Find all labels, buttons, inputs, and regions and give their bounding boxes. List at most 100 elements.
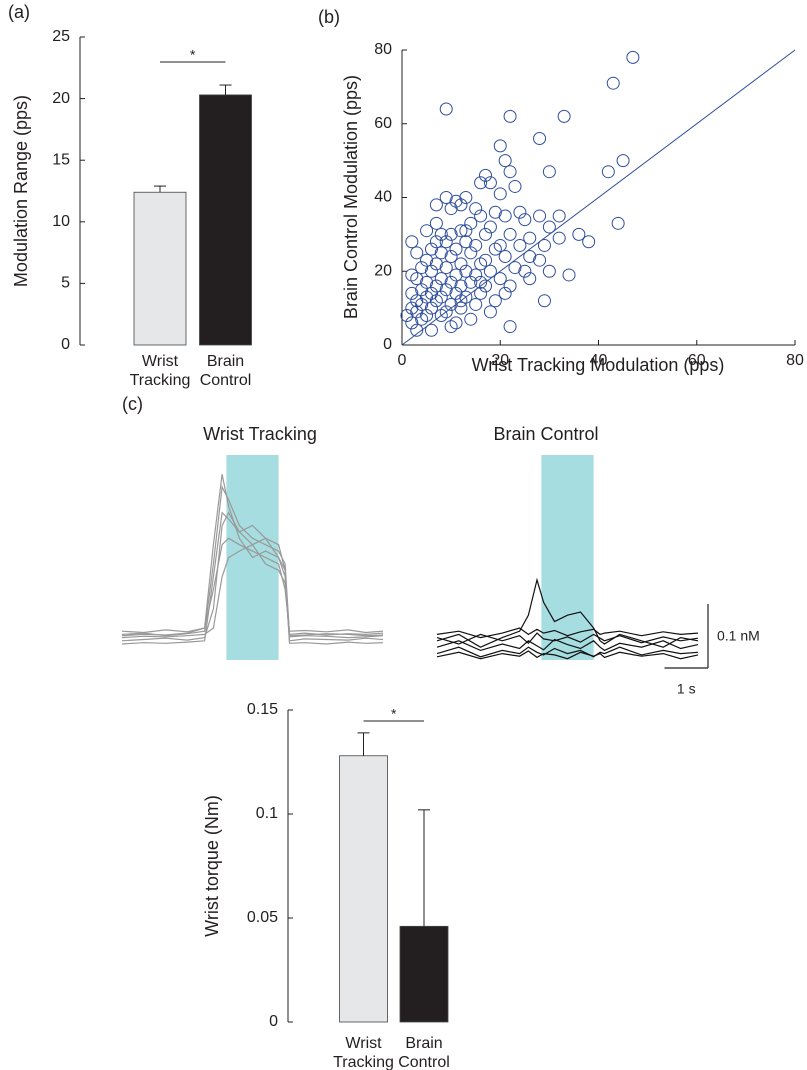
point xyxy=(459,264,473,278)
point xyxy=(611,216,625,230)
point xyxy=(542,264,556,278)
point xyxy=(616,154,630,168)
point xyxy=(400,309,414,322)
point xyxy=(454,198,468,212)
point xyxy=(439,191,453,204)
point xyxy=(454,301,468,315)
point xyxy=(420,224,434,238)
point xyxy=(454,224,468,238)
point xyxy=(420,275,434,289)
point xyxy=(523,231,537,245)
point xyxy=(424,264,438,278)
point xyxy=(503,279,517,293)
panel-label: (c) xyxy=(122,394,143,414)
point xyxy=(444,275,458,289)
panel-label: (b) xyxy=(318,7,340,27)
point xyxy=(498,154,512,168)
point xyxy=(415,261,429,275)
point xyxy=(537,238,551,252)
point xyxy=(424,301,438,315)
point xyxy=(439,283,453,297)
point xyxy=(533,209,547,223)
point xyxy=(424,242,438,256)
point xyxy=(493,238,507,252)
y-tick-label: 0 xyxy=(383,336,392,353)
y-tick-label: 5 xyxy=(61,275,70,292)
x-tick-label: Wrist xyxy=(142,353,179,370)
point xyxy=(464,246,478,260)
point xyxy=(405,316,419,330)
point xyxy=(444,320,458,334)
point xyxy=(479,227,493,241)
point xyxy=(474,257,488,271)
point xyxy=(464,216,478,230)
point xyxy=(493,187,507,201)
point xyxy=(459,290,473,304)
point xyxy=(424,286,438,300)
point xyxy=(483,264,497,278)
x-tick-label: Brain xyxy=(405,1035,442,1052)
point xyxy=(488,242,502,256)
x-tick-label: Tracking xyxy=(130,372,191,389)
point xyxy=(469,297,483,311)
point xyxy=(429,279,443,293)
point xyxy=(474,176,488,190)
point xyxy=(572,227,586,241)
point xyxy=(449,242,463,256)
point xyxy=(523,272,537,286)
y-tick-label: 0 xyxy=(61,336,70,353)
trace xyxy=(436,632,699,645)
point xyxy=(449,268,463,282)
x-tick-label: Tracking xyxy=(333,1054,394,1070)
point xyxy=(454,279,468,293)
point xyxy=(434,272,448,286)
trace xyxy=(436,650,699,660)
significance-marker: * xyxy=(391,706,397,722)
point xyxy=(479,279,493,293)
y-axis-label: Wrist torque (Nm) xyxy=(202,795,222,937)
trace xyxy=(121,543,384,639)
point xyxy=(434,309,448,322)
point xyxy=(410,323,424,337)
point xyxy=(483,220,497,234)
bar xyxy=(399,925,449,1023)
scale-bar-label: 1 s xyxy=(677,681,696,697)
significance-marker: * xyxy=(190,47,196,63)
point xyxy=(474,275,488,289)
point xyxy=(464,275,478,289)
y-tick-label: 20 xyxy=(52,90,70,107)
point xyxy=(444,250,458,263)
point xyxy=(503,109,517,123)
point xyxy=(429,294,443,308)
point xyxy=(503,165,517,179)
point xyxy=(444,297,458,311)
point xyxy=(410,294,424,308)
point xyxy=(444,227,458,241)
point xyxy=(483,305,497,319)
panel-label: (a) xyxy=(8,2,30,22)
point xyxy=(479,168,493,182)
point xyxy=(523,250,537,263)
point xyxy=(449,194,463,208)
point xyxy=(498,286,512,300)
point xyxy=(444,202,458,216)
bar xyxy=(133,191,187,346)
point xyxy=(488,205,502,219)
point xyxy=(439,261,453,275)
point xyxy=(503,227,517,241)
point xyxy=(479,253,493,267)
point xyxy=(469,268,483,282)
point xyxy=(429,235,443,249)
point xyxy=(557,109,571,123)
point xyxy=(459,235,473,249)
trace xyxy=(436,627,699,639)
point xyxy=(518,264,532,278)
chart-title: Brain Control xyxy=(493,424,598,444)
x-tick-label: Wrist xyxy=(345,1035,382,1052)
point xyxy=(439,305,453,319)
point xyxy=(562,268,576,282)
y-axis-label: Modulation Range (pps) xyxy=(11,95,31,287)
point xyxy=(429,216,443,230)
point xyxy=(537,294,551,308)
